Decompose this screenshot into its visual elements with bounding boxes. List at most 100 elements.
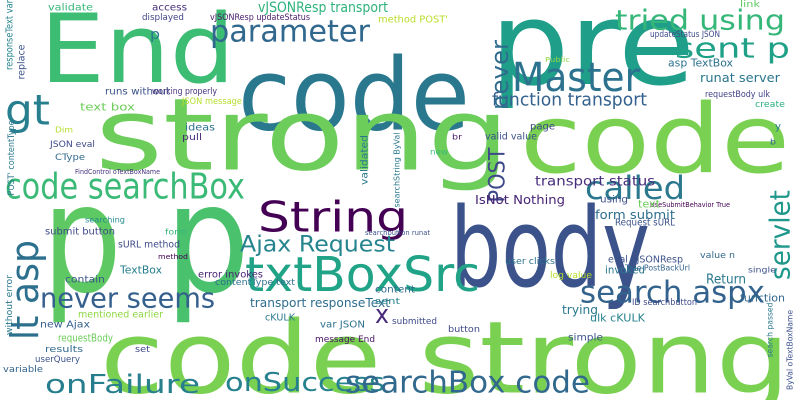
word: lt asp — [3, 240, 47, 340]
word: updateStatus JSON — [650, 30, 720, 40]
word: POST' contentType — [7, 120, 17, 195]
word: method POST' — [378, 15, 448, 26]
word: transport status — [535, 175, 655, 190]
word: responseText var — [5, 0, 16, 70]
word: vJSONResp transport — [258, 0, 388, 16]
word: called — [585, 169, 685, 207]
word: set — [135, 345, 151, 355]
word: validated — [360, 135, 371, 185]
word: searchBox code — [345, 366, 590, 400]
word: invoked — [605, 264, 645, 277]
word: End — [40, 0, 235, 105]
word: searchbutton runat — [365, 229, 430, 237]
word: contentType text — [215, 278, 295, 288]
word: access — [152, 3, 187, 14]
word: Dim — [55, 126, 73, 135]
word: error invokes — [198, 270, 263, 281]
word: vJSONResp updateStatus — [210, 13, 310, 23]
word: String — [258, 193, 408, 242]
word: form — [165, 228, 187, 237]
word: Public — [545, 56, 570, 64]
word: tried using — [615, 4, 785, 37]
word: contain — [65, 275, 105, 286]
word: function transport — [492, 90, 647, 111]
word: working properly — [152, 87, 218, 97]
word: code searchBox — [5, 167, 245, 208]
word: text box — [80, 101, 136, 114]
word: CType — [55, 153, 86, 163]
word: searching — [85, 216, 125, 225]
word: never seems — [40, 282, 215, 315]
word: body — [450, 184, 650, 312]
word: POST — [486, 147, 511, 203]
word: JSON eval — [49, 140, 95, 150]
word: sURL method — [118, 240, 180, 251]
word: never — [486, 40, 514, 110]
word: transport responseText — [250, 296, 390, 310]
word: Request sURL — [615, 218, 675, 229]
word: code — [238, 37, 470, 154]
word: single — [748, 266, 776, 275]
word: txtBoxSrc — [245, 247, 480, 303]
word: pre — [490, 0, 695, 112]
word: onFailure — [45, 370, 200, 400]
word: UseSubmitBehavior True — [650, 201, 730, 209]
word: requestBody ulk — [705, 90, 771, 100]
word: gt — [5, 86, 50, 135]
word: requestBody — [58, 332, 113, 345]
word: value n — [700, 251, 735, 261]
word: mentioned earlier — [78, 310, 164, 321]
word: runat server — [700, 71, 780, 85]
word: search aspx — [580, 276, 765, 311]
word: sent p — [675, 32, 790, 65]
word: results — [45, 345, 83, 355]
word: search passed — [766, 303, 775, 358]
word: using — [600, 195, 628, 206]
word: link — [740, 0, 761, 10]
word: JSON message — [181, 97, 242, 107]
word: userQuery — [35, 355, 81, 365]
word: pull — [182, 133, 202, 143]
word: method — [158, 253, 188, 261]
word: searchString ByVal — [393, 133, 402, 208]
word: onSuccess — [225, 368, 385, 398]
word: variable — [3, 365, 44, 375]
word: log value — [550, 271, 592, 281]
word: p — [42, 153, 122, 327]
word: code — [520, 85, 790, 195]
word: runs without — [105, 87, 170, 98]
word: new — [430, 148, 448, 157]
word: ideas — [185, 123, 215, 134]
word: replace — [17, 45, 28, 80]
word: function — [740, 292, 785, 305]
word: var JSON — [320, 320, 365, 331]
word: create — [755, 100, 785, 110]
word: button — [448, 325, 480, 335]
word: page — [530, 122, 555, 133]
word: valid value — [485, 132, 537, 143]
word: TextBox — [119, 264, 162, 277]
word: content — [375, 285, 415, 296]
word: parameter — [210, 15, 371, 50]
word: asp TextBox — [668, 57, 733, 70]
word: ByVal oTextBoxName — [786, 310, 795, 390]
word: ID searchbutton — [632, 298, 697, 308]
word: trying — [562, 303, 598, 317]
word: strong — [95, 77, 510, 194]
word: p — [150, 27, 160, 43]
word: sent — [375, 297, 401, 307]
word: validate — [48, 3, 93, 14]
word: eval vJSONResp — [608, 255, 683, 266]
word: Master — [512, 55, 641, 101]
word: b — [770, 138, 776, 147]
word: Ajax Request — [240, 233, 395, 258]
word: form submit — [595, 208, 675, 222]
word: code strong — [100, 300, 790, 400]
word: True PostBackUrl — [624, 264, 690, 273]
word: x — [375, 300, 389, 330]
word: displayed — [142, 13, 184, 23]
word: submit button — [45, 227, 115, 238]
